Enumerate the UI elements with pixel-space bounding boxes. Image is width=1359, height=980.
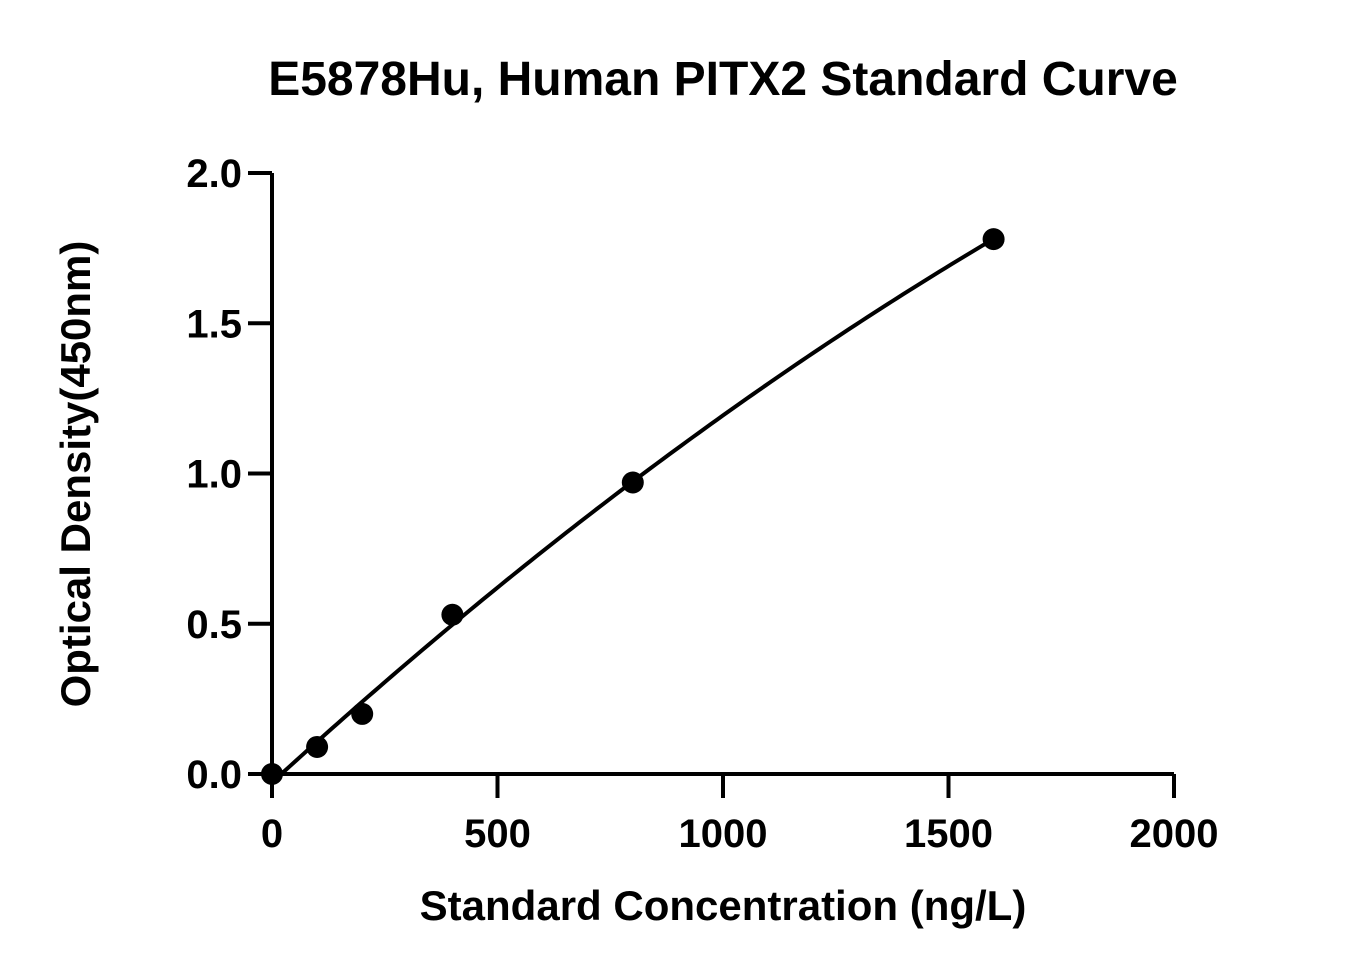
- data-point: [621, 471, 644, 494]
- fit-curve: [272, 237, 995, 776]
- y-axis-label: Optical Density(450nm): [52, 241, 99, 708]
- y-tick-label: 0.5: [186, 603, 242, 647]
- x-axis-ticks: 0 500 1000 1500 2000: [261, 774, 1219, 856]
- data-point: [261, 763, 283, 785]
- data-point: [306, 735, 329, 758]
- y-tick-label: 1.5: [186, 302, 242, 346]
- y-tick-label: 0.0: [186, 753, 242, 797]
- y-tick-label: 1.0: [186, 453, 242, 497]
- x-tick-label: 1000: [679, 812, 768, 856]
- x-tick-label: 1500: [904, 812, 993, 856]
- data-point: [441, 603, 464, 626]
- data-points: [261, 228, 1005, 785]
- chart-title: E5878Hu, Human PITX2 Standard Curve: [268, 53, 1178, 106]
- x-tick-label: 0: [261, 812, 283, 856]
- data-point: [351, 702, 374, 725]
- y-tick-label: 2.0: [186, 152, 242, 196]
- x-tick-label: 2000: [1130, 812, 1219, 856]
- data-point: [982, 228, 1005, 251]
- x-axis-label: Standard Concentration (ng/L): [420, 882, 1027, 929]
- x-tick-label: 500: [464, 812, 531, 856]
- y-axis-ticks: 0.0 0.5 1.0 1.5 2.0: [186, 152, 272, 797]
